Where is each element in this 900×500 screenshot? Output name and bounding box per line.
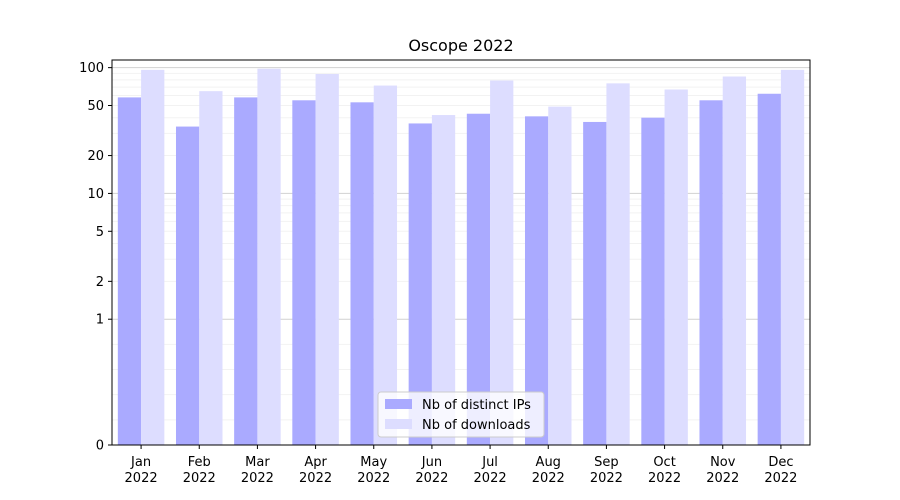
y-tick-label: 20: [87, 149, 104, 164]
legend-swatch-0: [385, 399, 412, 409]
x-tick-label-year: 2022: [183, 471, 216, 486]
y-tick-label: 0: [96, 439, 104, 454]
x-tick-label-year: 2022: [415, 471, 448, 486]
x-tick-label-month: Jan: [130, 455, 151, 470]
bar-downloads-11: [780, 69, 805, 446]
y-tick-label: 5: [96, 225, 104, 240]
bar-distinct-ips-8: [583, 121, 607, 445]
x-tick-label-month: Jul: [481, 455, 498, 470]
bar-downloads-3: [315, 74, 339, 445]
x-tick-label-month: Apr: [304, 455, 327, 470]
bar-distinct-ips-3: [292, 100, 316, 445]
bar-distinct-ips-10: [699, 100, 723, 445]
x-tick-label-month: Mar: [245, 455, 270, 470]
bar-downloads-4: [373, 85, 398, 445]
legend: Nb of distinct IPs Nb of downloads: [377, 391, 545, 438]
bar-distinct-ips-5: [408, 123, 432, 446]
bar-downloads-9: [664, 89, 688, 446]
x-tick-label-year: 2022: [706, 471, 739, 486]
y-tick-label: 100: [79, 61, 104, 76]
bars: [117, 68, 805, 446]
y-tick-label: 10: [87, 187, 104, 202]
x-tick-label-year: 2022: [357, 471, 390, 486]
y-tick-label: 50: [87, 99, 104, 114]
bar-distinct-ips-0: [117, 97, 142, 446]
x-tick-label-year: 2022: [241, 471, 274, 486]
bar-distinct-ips-2: [234, 97, 258, 446]
x-tick-label-month: Aug: [536, 455, 561, 470]
x-tick-label-year: 2022: [532, 471, 565, 486]
bar-distinct-ips-7: [524, 116, 549, 445]
x-tick-label-year: 2022: [648, 471, 681, 486]
y-tick-label: 1: [96, 313, 104, 328]
bar-distinct-ips-4: [350, 102, 374, 446]
bar-distinct-ips-6: [466, 113, 491, 445]
bar-downloads-0: [141, 69, 165, 446]
x-tick-label-month: Feb: [188, 455, 211, 470]
legend-swatch-1: [385, 419, 412, 429]
legend-label-1: Nb of downloads: [422, 418, 531, 433]
bar-distinct-ips-9: [641, 117, 665, 445]
bar-downloads-2: [257, 68, 281, 445]
axes: 0125102050100Jan2022Feb2022Mar2022Apr202…: [79, 61, 797, 486]
x-tick-label-year: 2022: [590, 471, 623, 486]
bar-downloads-8: [606, 83, 630, 445]
bar-downloads-10: [722, 76, 747, 445]
legend-label-0: Nb of distinct IPs: [422, 398, 531, 413]
bar-distinct-ips-11: [757, 93, 781, 445]
x-tick-label-month: Jun: [421, 455, 442, 470]
plot-frame: [111, 59, 811, 446]
legend-box: [377, 391, 545, 438]
x-tick-label-year: 2022: [125, 471, 158, 486]
x-tick-label-month: May: [360, 455, 387, 470]
chart-title: Oscope 2022: [408, 36, 513, 55]
x-tick-label-year: 2022: [299, 471, 332, 486]
bar-downloads-6: [490, 80, 514, 445]
x-tick-label-year: 2022: [474, 471, 507, 486]
x-tick-label-month: Sep: [594, 455, 619, 470]
x-tick-label-month: Nov: [710, 455, 736, 470]
x-tick-label-month: Oct: [653, 455, 675, 470]
bar-downloads-5: [431, 115, 456, 445]
bar-downloads-7: [548, 106, 572, 445]
x-tick-label-month: Dec: [768, 455, 793, 470]
bar-downloads-1: [199, 91, 223, 445]
bar-distinct-ips-1: [175, 126, 200, 445]
x-tick-label-year: 2022: [764, 471, 797, 486]
y-tick-label: 2: [96, 275, 104, 290]
